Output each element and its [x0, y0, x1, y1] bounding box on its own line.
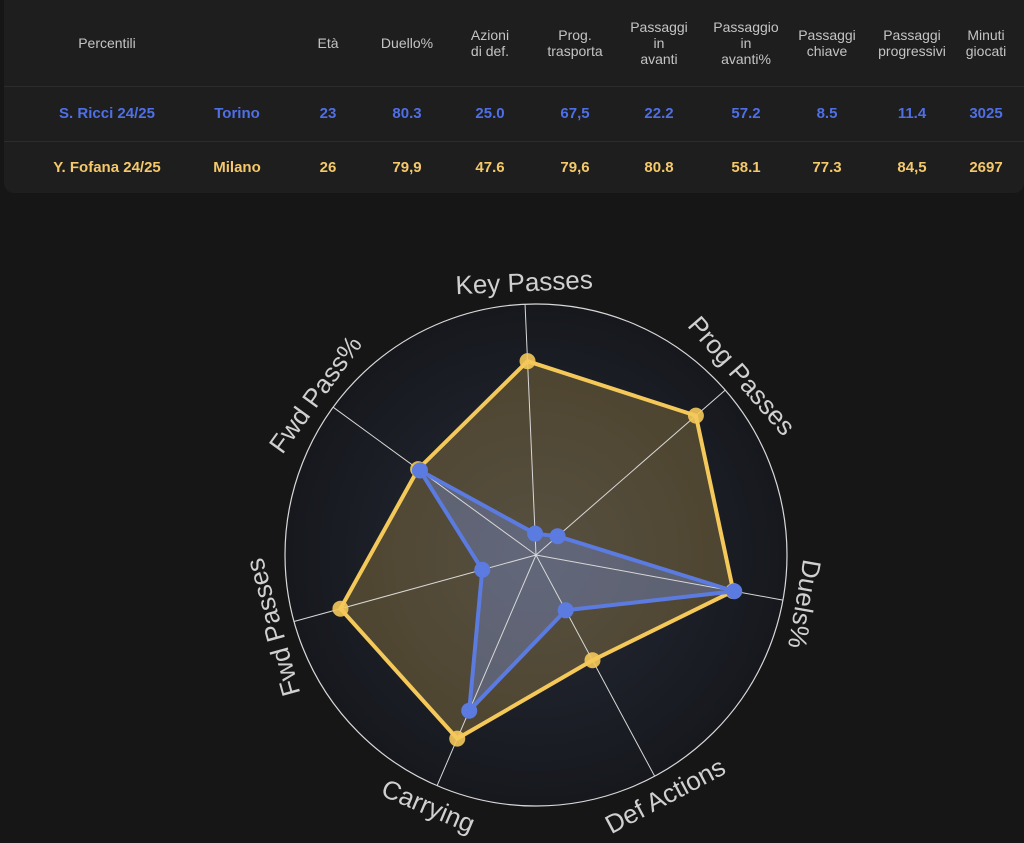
data-point — [726, 583, 743, 600]
data-point — [527, 525, 544, 542]
data-point — [687, 407, 704, 424]
data-point — [474, 561, 491, 578]
table-cell: 79,9 — [392, 158, 422, 176]
column-header: Prog. trasporta — [547, 27, 603, 59]
table-cell: 58.1 — [731, 158, 761, 176]
column-header: Duello% — [380, 35, 434, 51]
table-cell: 2697 — [969, 158, 1003, 176]
table-cell: Milano — [213, 158, 261, 176]
table-cell: 11.4 — [897, 105, 927, 122]
table-cell: 47.6 — [475, 158, 505, 176]
data-point — [557, 602, 574, 619]
percentile-table: Percentili Età Duello% Azioni di def. Prog. … — [4, 0, 1024, 193]
data-point — [519, 353, 536, 370]
column-header: Passaggio in avanti% — [713, 19, 779, 67]
table-cell: 79,6 — [560, 158, 590, 176]
table-cell: 23 — [319, 105, 337, 122]
table-cell: Torino — [214, 105, 260, 122]
data-point — [461, 702, 478, 719]
column-header: Passaggi progressivi — [878, 27, 946, 59]
table-cell: 25.0 — [475, 105, 505, 122]
table-cell: S. Ricci 24/25 — [59, 105, 155, 122]
radar-axis-line — [524, 304, 537, 556]
data-point — [584, 652, 601, 669]
table-cell: 57.2 — [731, 105, 761, 122]
table-cell: 3025 — [969, 105, 1003, 122]
column-header: Minuti giocati — [965, 27, 1007, 59]
radar-axis-line — [436, 554, 537, 786]
table-cell: 22.2 — [644, 105, 674, 122]
table-cell: 8.5 — [816, 105, 838, 122]
data-point — [549, 528, 566, 545]
column-header: Età — [317, 35, 339, 51]
table-cell: 80.8 — [644, 158, 674, 176]
data-point — [332, 600, 349, 617]
table-cell: 80.3 — [392, 105, 422, 122]
column-header: Passaggi chiave — [798, 27, 856, 59]
radar-axis-line — [332, 406, 537, 556]
table-row: S. Ricci 24/25 Torino 23 80.3 25.0 67,5 22.2 57… — [4, 86, 1024, 142]
series-area — [340, 361, 734, 739]
table-cell: 77.3 — [812, 158, 842, 176]
table-cell: 67,5 — [560, 105, 590, 122]
column-header: Azioni di def. — [470, 27, 510, 59]
table-cell: 26 — [319, 158, 337, 176]
series-outline — [417, 468, 737, 713]
series-outline — [338, 359, 736, 741]
table-header-row: Percentili Età Duello% Azioni di def. Prog. … — [4, 0, 1024, 87]
table-cell: Y. Fofana 24/25 — [53, 158, 161, 176]
axis-label: Duels% — [782, 557, 827, 650]
column-header: Percentili — [78, 35, 136, 51]
series-area — [419, 470, 735, 711]
data-point — [411, 462, 428, 479]
data-point — [449, 730, 466, 747]
axis-label: Key Passes — [455, 264, 593, 300]
column-header: Passaggi in avanti — [630, 19, 688, 67]
table-cell: 84,5 — [897, 158, 927, 176]
table-row: Y. Fofana 24/25 Milano 26 79,9 47.6 79,6 80.8 5… — [4, 141, 1024, 193]
